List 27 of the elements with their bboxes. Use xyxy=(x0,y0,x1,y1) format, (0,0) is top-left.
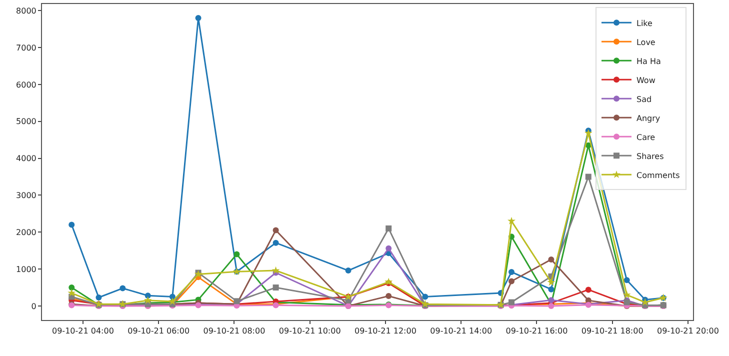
y-tick-label: 0 xyxy=(31,302,36,311)
y-tick-label: 4000 xyxy=(16,154,36,164)
x-tick-label: 09-10-21 10:00 xyxy=(278,326,341,336)
legend-label: Shares xyxy=(636,152,664,161)
x-tick-label: 09-10-21 04:00 xyxy=(52,326,114,336)
legend-label: Love xyxy=(636,38,656,47)
x-tick-label: 09-10-21 08:00 xyxy=(203,326,266,336)
legend-label: Sad xyxy=(636,94,652,104)
x-tick-label: 09-10-21 12:00 xyxy=(354,326,416,336)
y-tick-label: 5000 xyxy=(16,117,36,126)
x-tick-label: 09-10-21 18:00 xyxy=(581,326,644,336)
y-tick-label: 2000 xyxy=(16,228,36,237)
legend-label: Angry xyxy=(636,114,660,123)
y-tick-label: 3000 xyxy=(16,191,36,200)
x-tick-label: 09-10-21 20:00 xyxy=(657,326,719,336)
legend-label: Like xyxy=(636,18,653,28)
legend-label: Comments xyxy=(636,170,680,180)
y-tick-label: 6000 xyxy=(16,80,36,90)
x-tick-label: 09-10-21 16:00 xyxy=(506,326,568,336)
legend-label: Care xyxy=(636,132,656,142)
x-tick-label: 09-10-21 06:00 xyxy=(128,326,190,336)
y-tick-label: 7000 xyxy=(16,43,36,52)
y-tick-label: 8000 xyxy=(16,6,36,16)
legend-label: Wow xyxy=(636,76,656,85)
legend-label: Ha Ha xyxy=(636,56,661,66)
y-tick-label: 1000 xyxy=(16,264,36,274)
x-tick-label: 09-10-21 14:00 xyxy=(430,326,492,336)
